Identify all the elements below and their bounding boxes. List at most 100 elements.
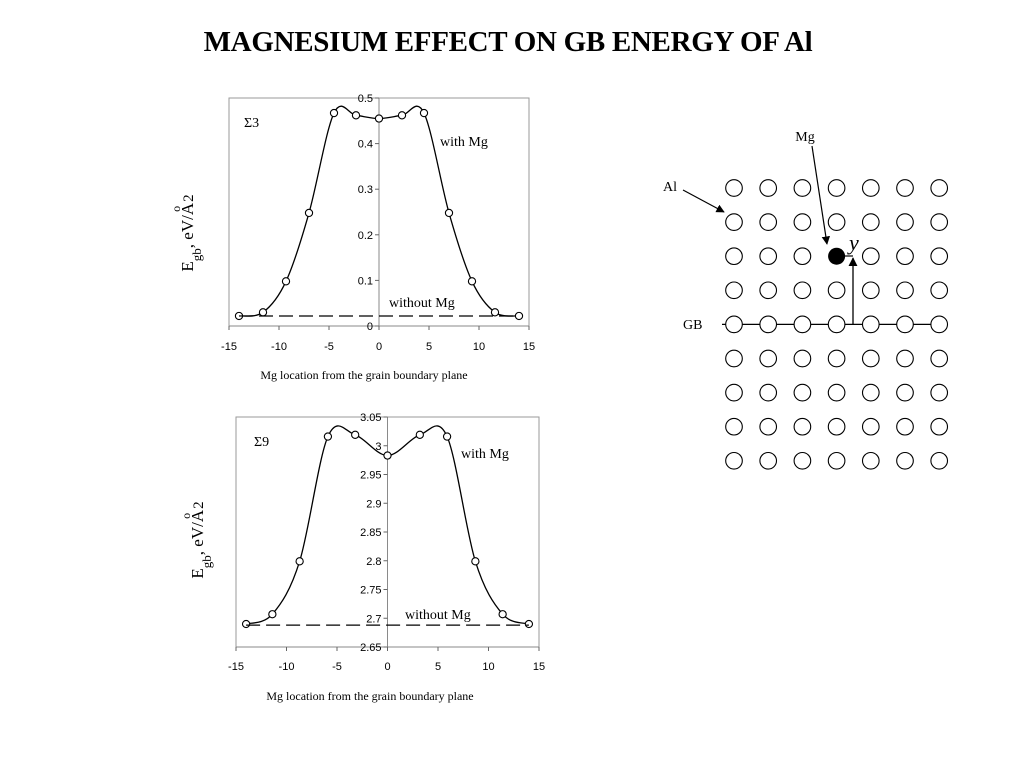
al-atom (930, 417, 949, 436)
data-point-marker (524, 619, 534, 629)
y-axis-label-unit: , eV/A (188, 509, 207, 555)
data-point-marker (304, 208, 314, 218)
al-atom (827, 417, 846, 436)
al-atom (759, 383, 778, 402)
al-atom (793, 315, 812, 334)
data-point-marker (351, 430, 360, 439)
al-atom (827, 281, 846, 300)
data-point-marker (268, 610, 277, 619)
data-point-marker (419, 108, 429, 118)
al-atom (759, 451, 778, 470)
data-point-marker (490, 308, 500, 317)
y-tick-label: 0.3 (358, 184, 373, 196)
page-title: MAGNESIUM EFFECT ON GB ENERGY OF Al (203, 26, 813, 58)
al-atom (759, 349, 778, 368)
al-atom (827, 213, 846, 231)
x-tick-label: -10 (279, 661, 295, 673)
y-axis-label-power: 2 (191, 501, 207, 509)
x-axis-label: Mg location from the grain boundary plan… (266, 689, 473, 703)
al-atom (793, 179, 812, 197)
data-point-marker (295, 557, 304, 566)
al-atom (827, 179, 846, 197)
data-point-marker (514, 311, 524, 321)
x-tick-label: 5 (435, 661, 441, 673)
al-atom (861, 383, 880, 402)
data-point-marker (467, 277, 477, 286)
al-atom (827, 315, 846, 334)
x-axis-label: Mg location from the grain boundary plan… (260, 368, 467, 382)
data-point-marker (351, 111, 361, 120)
al-atom (759, 417, 778, 436)
al-pointer-arrow (682, 189, 725, 213)
y-axis-label-sub: gb (189, 248, 204, 261)
al-label: Al (663, 180, 677, 195)
y-tick-label: 2.75 (360, 585, 381, 597)
chart-1: 0 0.1 0.2 0.3 0.4 0.5 -15 -10 -5 0 5 10 15 Σ3 with Mg w… (169, 93, 535, 382)
y-tick-label: 2.8 (366, 556, 381, 568)
al-atom (793, 281, 812, 300)
data-point-marker (329, 108, 339, 118)
data-point-marker (397, 111, 407, 120)
y-axis-label-main: E (178, 261, 197, 271)
x-tick-label: 0 (384, 661, 390, 673)
data-point-marker (415, 430, 424, 439)
series-label-without-mg: without Mg (405, 608, 471, 623)
y-tick-label: 0.2 (358, 230, 373, 242)
al-atom (930, 383, 949, 402)
y-tick-label: 3.05 (360, 412, 381, 424)
al-atom (896, 247, 914, 266)
data-point-marker (498, 610, 507, 619)
series-label-with-mg: with Mg (440, 135, 488, 150)
data-point-marker (241, 619, 251, 629)
al-atom (930, 349, 949, 368)
al-atom (725, 417, 743, 436)
y-tick-label: 0 (367, 321, 373, 333)
data-point-marker (471, 557, 480, 566)
data-point-marker (281, 277, 291, 286)
al-atom (725, 315, 743, 334)
y-axis-label-sub: gb (199, 555, 214, 568)
data-point-marker (444, 208, 454, 218)
x-tick-label: 10 (473, 341, 485, 353)
data-point-marker (374, 114, 384, 123)
y-tick-label: 0.1 (358, 275, 373, 287)
al-atom (725, 247, 743, 266)
al-atom (896, 417, 914, 436)
mg-pointer-arrow (811, 145, 831, 245)
al-atom (759, 179, 778, 197)
y-axis-label-main: E (188, 568, 207, 578)
al-atom (930, 451, 949, 470)
al-atom (793, 349, 812, 368)
x-tick-label: -15 (221, 341, 237, 353)
al-atom (725, 383, 743, 402)
y-distance-label: y (847, 230, 859, 255)
y-axis-label-unit: , eV/A (178, 202, 197, 248)
al-atom (930, 281, 949, 300)
al-atom (759, 315, 778, 334)
al-atom (793, 451, 812, 470)
x-tick-label: 5 (426, 341, 432, 353)
y-tick-label: 2.7 (366, 613, 381, 625)
y-axis-label-power: 2 (181, 194, 197, 202)
al-atom (793, 247, 812, 266)
al-atom (930, 247, 949, 266)
al-atom (861, 213, 880, 231)
data-point-marker (383, 451, 392, 460)
al-atom (861, 451, 880, 470)
y-axis-label: Egb, eV/Ao 2 (169, 194, 204, 271)
y-axis-label: Egb, eV/Ao 2 (179, 501, 214, 578)
x-tick-label: -5 (332, 661, 342, 673)
al-atom (759, 213, 778, 231)
al-atom (861, 315, 880, 334)
chart-2: 2.65 2.7 2.75 2.8 2.85 2.9 2.95 3 3.05 -15 -10 -5 0 5… (179, 412, 545, 703)
al-atom (930, 179, 949, 197)
al-atom (827, 383, 846, 402)
y-tick-label: 2.9 (366, 498, 381, 510)
al-atom (725, 349, 743, 368)
x-tick-label: -15 (228, 661, 244, 673)
al-atom (930, 213, 949, 231)
al-atom (725, 281, 743, 300)
al-atom (793, 383, 812, 402)
al-atom (861, 281, 880, 300)
